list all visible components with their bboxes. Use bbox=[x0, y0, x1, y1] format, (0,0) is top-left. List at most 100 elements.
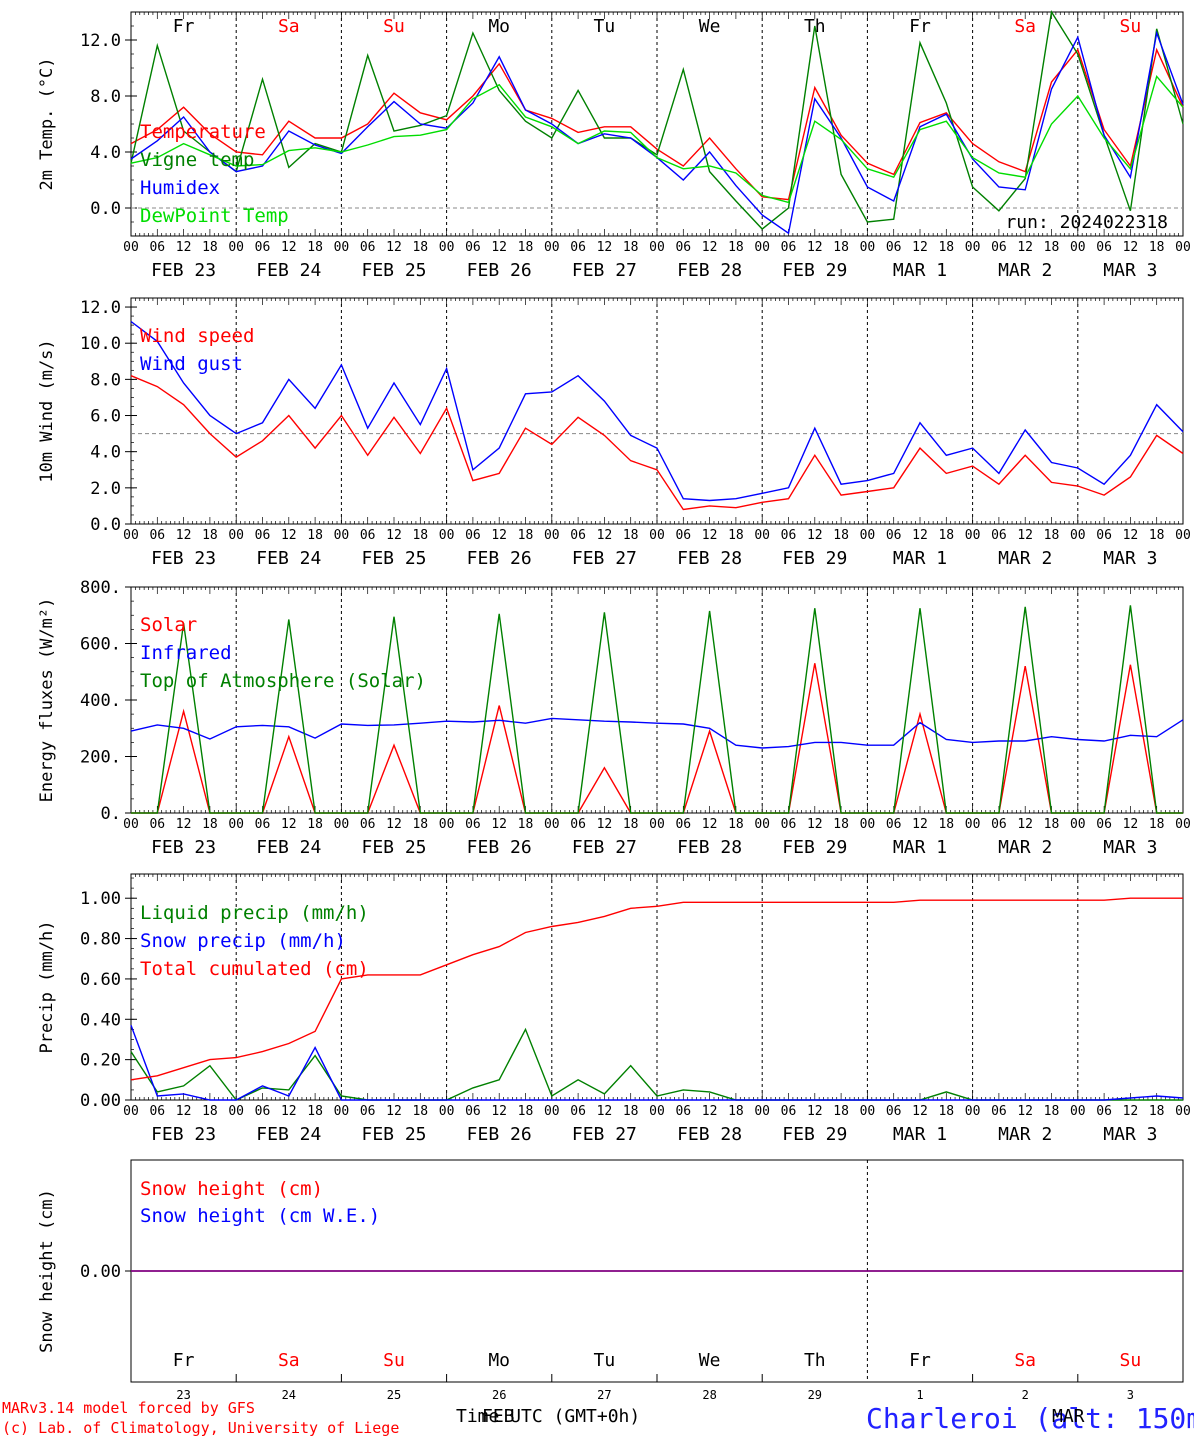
legend-entry: Wind speed bbox=[140, 325, 254, 347]
hour-label: 00 bbox=[123, 528, 139, 543]
hour-label: 00 bbox=[334, 240, 350, 255]
date-label: MAR 3 bbox=[1103, 260, 1157, 281]
hour-label: 18 bbox=[307, 817, 323, 832]
hour-label: 06 bbox=[886, 817, 902, 832]
day-number-label: 23 bbox=[176, 1388, 190, 1402]
hour-label: 06 bbox=[149, 817, 165, 832]
hour-label: 00 bbox=[228, 528, 244, 543]
day-number-label: 2 bbox=[1022, 1388, 1029, 1402]
hour-label: 00 bbox=[123, 240, 139, 255]
hour-label: 18 bbox=[412, 817, 428, 832]
hour-label: 00 bbox=[228, 240, 244, 255]
y-tick-label: 4.0 bbox=[90, 443, 121, 463]
hour-label: 12 bbox=[597, 528, 613, 543]
weekday-label: Fr bbox=[909, 16, 931, 37]
date-label: FEB 27 bbox=[572, 260, 637, 281]
weekday-label: Su bbox=[1120, 16, 1142, 37]
y-axis-label: 2m Temp. (°C) bbox=[37, 57, 57, 190]
date-label: FEB 27 bbox=[572, 548, 637, 569]
hour-label: 12 bbox=[176, 1104, 192, 1119]
hour-label: 00 bbox=[544, 240, 560, 255]
y-axis-label: Energy fluxes (W/m²) bbox=[37, 598, 57, 803]
day-number-label: 1 bbox=[916, 1388, 923, 1402]
date-label: FEB 28 bbox=[677, 837, 742, 858]
date-label: MAR 1 bbox=[893, 548, 947, 569]
hour-label: 18 bbox=[623, 528, 639, 543]
y-tick-label: 800. bbox=[80, 578, 121, 598]
hour-label: 06 bbox=[570, 240, 586, 255]
hour-label: 00 bbox=[1070, 528, 1086, 543]
y-tick-label: 10.0 bbox=[80, 334, 121, 354]
date-label: FEB 29 bbox=[782, 1124, 847, 1145]
y-tick-label: 8.0 bbox=[90, 87, 121, 107]
hour-label: 12 bbox=[1017, 817, 1033, 832]
date-label: FEB 23 bbox=[151, 837, 216, 858]
hour-label: 12 bbox=[807, 817, 823, 832]
hour-label: 18 bbox=[1044, 240, 1060, 255]
hour-label: 06 bbox=[465, 817, 481, 832]
series-line-1 bbox=[130, 320, 1184, 502]
date-label: MAR 3 bbox=[1103, 1124, 1157, 1145]
hour-label: 00 bbox=[754, 817, 770, 832]
hour-label: 06 bbox=[570, 1104, 586, 1119]
legend-entry: Wind gust bbox=[140, 353, 243, 375]
legend-entry: DewPoint Temp bbox=[140, 205, 289, 227]
hour-label: 06 bbox=[255, 240, 271, 255]
hour-label: 06 bbox=[991, 817, 1007, 832]
date-label: FEB 25 bbox=[361, 1124, 426, 1145]
date-label: FEB 27 bbox=[572, 837, 637, 858]
hour-label: 18 bbox=[1149, 528, 1165, 543]
plot-frame bbox=[130, 11, 1184, 237]
hour-label: 12 bbox=[702, 240, 718, 255]
date-label: FEB 29 bbox=[782, 260, 847, 281]
hour-label: 12 bbox=[1017, 528, 1033, 543]
hour-label: 06 bbox=[255, 528, 271, 543]
hour-label: 18 bbox=[518, 240, 534, 255]
hour-label: 06 bbox=[991, 1104, 1007, 1119]
weekday-label: Mo bbox=[488, 16, 510, 37]
day-number-label: 27 bbox=[597, 1388, 611, 1402]
date-label: FEB 26 bbox=[467, 260, 532, 281]
hour-label: 00 bbox=[965, 528, 981, 543]
hour-label: 18 bbox=[938, 528, 954, 543]
hour-label: 00 bbox=[1175, 1104, 1191, 1119]
hour-label: 18 bbox=[833, 1104, 849, 1119]
hour-label: 12 bbox=[1123, 1104, 1139, 1119]
y-tick-label: 6.0 bbox=[90, 407, 121, 427]
legend-entry: Vigne temp bbox=[140, 149, 254, 171]
legend-entry: Infrared bbox=[140, 642, 232, 664]
y-tick-label: 0.20 bbox=[80, 1051, 121, 1071]
hour-label: 18 bbox=[307, 240, 323, 255]
hour-label: 18 bbox=[202, 528, 218, 543]
hour-label: 00 bbox=[439, 817, 455, 832]
date-label: FEB 27 bbox=[572, 1124, 637, 1145]
date-label: FEB 23 bbox=[151, 548, 216, 569]
day-number-label: 3 bbox=[1127, 1388, 1134, 1402]
hour-label: 06 bbox=[991, 240, 1007, 255]
date-label: FEB 28 bbox=[677, 260, 742, 281]
date-label: FEB 23 bbox=[151, 260, 216, 281]
hour-label: 00 bbox=[860, 817, 876, 832]
legend-entry: Snow height (cm) bbox=[140, 1178, 323, 1200]
hour-label: 12 bbox=[597, 240, 613, 255]
date-label: FEB 25 bbox=[361, 260, 426, 281]
hour-label: 12 bbox=[176, 817, 192, 832]
legend-entry: Humidex bbox=[140, 177, 220, 199]
series-line-0 bbox=[130, 47, 1184, 201]
hour-label: 18 bbox=[1149, 1104, 1165, 1119]
hour-label: 00 bbox=[649, 817, 665, 832]
series-line-0 bbox=[130, 1027, 1183, 1101]
hour-label: 00 bbox=[334, 817, 350, 832]
day-number-label: 24 bbox=[282, 1388, 296, 1402]
hour-label: 06 bbox=[886, 528, 902, 543]
y-tick-label: 0.00 bbox=[80, 1091, 121, 1111]
hour-label: 18 bbox=[623, 1104, 639, 1119]
hour-label: 12 bbox=[281, 817, 297, 832]
hour-label: 18 bbox=[1044, 1104, 1060, 1119]
hour-label: 12 bbox=[807, 528, 823, 543]
hour-label: 06 bbox=[360, 240, 376, 255]
hour-label: 12 bbox=[912, 528, 928, 543]
legend-entry: Snow precip (mm/h) bbox=[140, 930, 346, 952]
date-label: FEB 25 bbox=[361, 837, 426, 858]
hour-label: 06 bbox=[781, 240, 797, 255]
